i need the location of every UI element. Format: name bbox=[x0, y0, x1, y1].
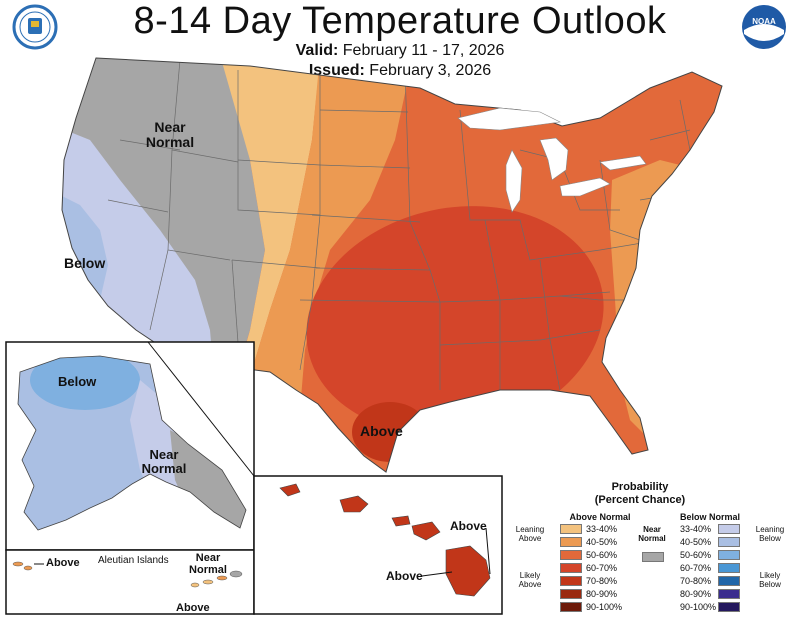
legend-below-range: 70-80% bbox=[680, 576, 712, 586]
legend-below-swatch bbox=[718, 563, 740, 573]
hawaii-above-label-1: Above bbox=[450, 519, 487, 533]
valid-line: Valid: February 11 - 17, 2026 bbox=[0, 42, 800, 60]
noaa-logo-icon: NOAA bbox=[742, 5, 786, 49]
legend-below-range: 40-50% bbox=[680, 537, 712, 547]
legend-leaning-below: Leaning Below bbox=[755, 525, 785, 543]
legend-above-range: 90-100% bbox=[586, 602, 623, 612]
conus-above-label: Above bbox=[360, 423, 403, 439]
legend-above-range: 40-50% bbox=[586, 537, 618, 547]
alaska-near-normal-label: Near Normal bbox=[141, 447, 187, 477]
issued-date: February 3, 2026 bbox=[369, 62, 492, 79]
aleutian-above-label-1: Above bbox=[46, 557, 80, 569]
issued-line: Issued: February 3, 2026 bbox=[0, 62, 800, 80]
issued-label: Issued: bbox=[308, 62, 365, 79]
aleutian-above-label-2: Above bbox=[176, 602, 210, 614]
legend-leaning-above: Leaning Above bbox=[515, 525, 545, 543]
legend-below-swatch bbox=[718, 576, 740, 586]
legend-above-range: 60-70% bbox=[586, 563, 618, 573]
legend-title-1: Probability bbox=[611, 481, 669, 493]
legend-above-swatch bbox=[560, 524, 582, 534]
legend-above-range: 50-60% bbox=[586, 550, 618, 560]
legend-below-swatch bbox=[718, 524, 740, 534]
conus-near-normal-label: Near Normal bbox=[145, 119, 195, 151]
legend-above-swatch bbox=[560, 576, 582, 586]
conus-below-40 bbox=[62, 195, 108, 300]
legend-above-swatch bbox=[560, 589, 582, 599]
legend-above-range: 70-80% bbox=[586, 576, 618, 586]
doc-seal-icon bbox=[12, 4, 58, 50]
legend-below-header: Below Normal bbox=[679, 512, 740, 522]
state-borders bbox=[107, 59, 701, 391]
legend-title-2: (Percent Chance) bbox=[594, 494, 686, 506]
legend-above-header: Above Normal bbox=[569, 512, 631, 522]
legend-below-swatch bbox=[718, 602, 740, 612]
legend-below-swatch bbox=[718, 550, 740, 560]
page-title: 8-14 Day Temperature Outlook bbox=[133, 0, 667, 42]
legend-near-swatch bbox=[642, 552, 664, 562]
legend-above-swatch bbox=[560, 550, 582, 560]
hawaii-inset bbox=[253, 475, 503, 615]
legend-below-swatch bbox=[718, 589, 740, 599]
conus-above-40-east bbox=[610, 160, 720, 440]
legend-below-range: 80-90% bbox=[680, 589, 712, 599]
alaska-below-label: Below bbox=[58, 374, 97, 389]
legend-above-swatch bbox=[560, 537, 582, 547]
legend-below-range: 60-70% bbox=[680, 563, 712, 573]
valid-dates: February 11 - 17, 2026 bbox=[342, 42, 505, 59]
legend-above-range: 33-40% bbox=[586, 524, 618, 534]
legend-above-range: 80-90% bbox=[586, 589, 618, 599]
legend-near-normal: Near Normal bbox=[638, 525, 666, 543]
hawaii-above-label-2: Above bbox=[386, 569, 423, 583]
conus-above-40-west bbox=[240, 58, 410, 410]
aleutian-near-normal-label: Near Normal bbox=[189, 552, 227, 577]
legend-above-swatch bbox=[560, 563, 582, 573]
legend-above-swatch bbox=[560, 602, 582, 612]
conus-above-60 bbox=[306, 206, 604, 434]
noaa-logo-text: NOAA bbox=[752, 17, 776, 26]
conus-above-33 bbox=[220, 58, 320, 400]
legend-below-range: 50-60% bbox=[680, 550, 712, 560]
valid-label: Valid: bbox=[295, 42, 339, 59]
legend-below-range: 90-100% bbox=[680, 602, 717, 612]
legend-below-range: 33-40% bbox=[680, 524, 712, 534]
legend-below-swatch bbox=[718, 537, 740, 547]
legend-likely-below: Likely Below bbox=[759, 571, 781, 589]
conus-below-label: Below bbox=[64, 255, 106, 271]
aleutian-title: Aleutian Islands bbox=[98, 555, 169, 566]
legend-likely-above: Likely Above bbox=[518, 571, 542, 589]
alaska-inset bbox=[5, 341, 255, 551]
great-lakes bbox=[457, 107, 647, 213]
